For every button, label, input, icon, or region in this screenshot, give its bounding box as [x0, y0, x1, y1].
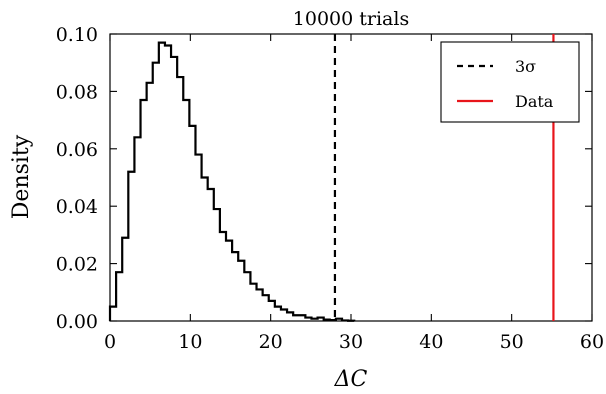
chart-title: 10000 trials	[293, 8, 409, 30]
y-tick-label: 0.08	[56, 81, 98, 103]
legend-label: Data	[515, 92, 554, 111]
y-tick-label: 0.02	[56, 254, 98, 276]
x-tick-label: 60	[580, 331, 604, 353]
y-axis-ticks: 0.00 0.02 0.04 0.06 0.08 0.10	[56, 24, 592, 333]
histogram-outline	[108, 41, 356, 322]
y-tick-label: 0.04	[56, 196, 98, 218]
x-tick-label: 20	[259, 331, 283, 353]
legend: 3σ Data	[440, 41, 580, 123]
x-axis-label: ΔC	[334, 367, 368, 392]
y-tick-label: 0.10	[56, 24, 98, 46]
legend-box	[440, 41, 580, 123]
x-tick-label: 10	[178, 331, 202, 353]
y-tick-label: 0.00	[56, 311, 98, 333]
x-axis-ticks: 0 10 20 30 40 50 60	[104, 34, 604, 353]
x-tick-label: 0	[104, 331, 116, 353]
x-tick-label: 50	[500, 331, 524, 353]
x-tick-label: 30	[339, 331, 363, 353]
y-axis-label: Density	[9, 134, 34, 219]
y-tick-label: 0.06	[56, 139, 98, 161]
x-tick-label: 40	[419, 331, 443, 353]
legend-label: 3σ	[515, 57, 536, 76]
